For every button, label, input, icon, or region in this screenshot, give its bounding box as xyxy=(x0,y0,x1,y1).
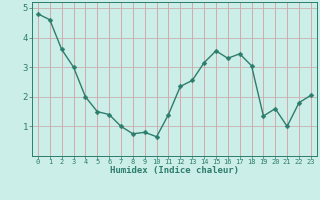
X-axis label: Humidex (Indice chaleur): Humidex (Indice chaleur) xyxy=(110,166,239,175)
